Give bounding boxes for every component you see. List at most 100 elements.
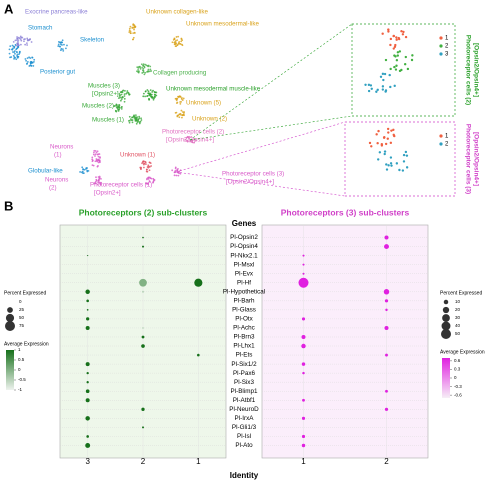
cell-point [148,165,151,168]
cell-point [137,67,140,69]
colorbar-label: -1 [18,387,22,392]
dot [139,278,147,287]
cell-point [140,63,143,66]
size-legend-label: 50 [455,331,461,336]
cell-point [174,40,177,42]
cell-point [82,168,85,171]
cell-point [397,37,401,41]
cell-point [181,44,184,47]
cell-point [173,43,176,46]
cell-point [26,39,29,42]
cell-point [91,160,94,163]
cell-point [132,32,135,35]
cell-point [395,36,398,39]
dot [141,344,145,348]
cell-point [189,139,192,142]
cell-point [63,43,65,46]
cell-point [24,43,27,46]
cell-point [123,100,126,103]
gene-label: Pl-NeuroD [229,406,259,413]
cell-point [389,67,392,71]
cell-point [32,60,35,63]
cell-point [395,64,398,67]
cell-point [396,54,399,57]
cell-point [382,136,386,139]
cell-point [370,87,373,90]
dot [302,272,305,275]
dot [301,416,306,420]
cell-point [181,116,183,119]
cell-point [178,170,181,173]
cell-point [401,169,405,172]
cell-point [16,39,18,42]
cell-point [27,61,29,63]
cell-point [123,93,126,96]
cell-point [30,61,33,63]
dot [142,236,144,239]
cell-point [61,44,63,46]
cell-point [94,150,97,152]
cell-point [94,181,97,183]
cell-point [132,36,135,39]
cell-point [398,168,401,172]
cell-point [134,116,137,119]
cell-point [381,32,384,35]
cell-point [171,169,174,172]
cell-point [135,119,138,122]
cell-point [141,72,144,74]
dot [141,335,145,339]
cell-point [24,58,27,60]
cell-point [402,153,406,157]
cell-point [99,161,101,163]
cell-point [176,169,179,172]
cluster-label: Exocrine pancreas-like [25,9,88,16]
cell-point [404,150,408,154]
dot [385,308,388,312]
cell-point [387,131,390,134]
cell-point [171,41,174,44]
cell-point [133,32,136,34]
cell-point [18,44,20,47]
size-legend-label: 25 [19,307,25,312]
dot [301,434,306,439]
dot [385,389,388,393]
cluster-label: Photoreceptor cells (1) [90,182,152,189]
cell-point [140,119,143,121]
dot [301,334,306,339]
cell-point [151,91,154,93]
cell-point [28,65,31,67]
chart-title: Photoreceptors (2) sub-clusters [79,207,208,217]
x-tick-label: 2 [384,457,389,466]
size-legend-dot [441,329,451,339]
dot [86,281,89,285]
cell-point [121,90,124,92]
cell-point [139,166,142,169]
colorbar-label: -0.6 [454,392,462,397]
cell-point [138,115,141,118]
cell-point [174,171,176,173]
size-legend-dot [443,299,449,305]
cell-point [132,115,135,118]
cell-point [141,162,143,165]
cell-point [390,129,393,132]
cluster-label: [Opsin2/Opsin4+] [226,179,274,186]
dot [298,277,309,288]
cell-point [389,85,392,89]
cell-point [174,42,177,44]
gene-label: Pl-Gli1/3 [232,424,257,431]
panel-letter: A [4,1,14,16]
cell-point [153,178,155,181]
cell-point [96,150,99,153]
dot [385,353,388,357]
cell-point [177,96,180,98]
cell-point [98,176,101,179]
cell-point [133,28,135,31]
cluster-label: Unknown mesodermal-like [186,21,259,28]
dot [86,381,89,384]
cell-point [92,151,95,154]
cell-point [402,30,405,34]
cell-point [184,138,187,141]
cell-point [136,70,138,73]
cell-point [95,151,98,154]
cell-point [115,106,118,109]
